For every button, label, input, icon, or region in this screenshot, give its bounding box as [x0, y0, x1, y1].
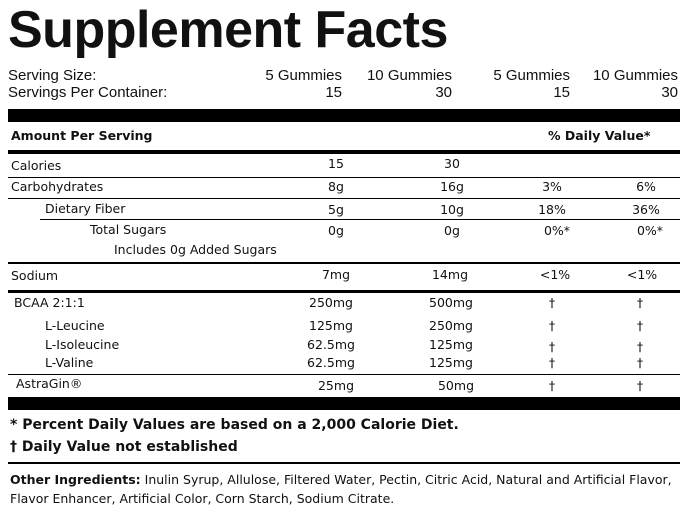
dagger-footnote-text: Daily Value not established [21, 439, 238, 455]
l-isoleucine-col2: 125mg [429, 337, 473, 352]
astragin-col4: † [636, 378, 644, 393]
l-valine-col3: † [548, 355, 556, 370]
row-name-calories: Calories [11, 158, 62, 173]
row-name-bcaa: BCAA 2:1:1 [14, 295, 85, 310]
dietary-fiber-col3: 18% [538, 202, 566, 217]
row-divider [8, 374, 680, 375]
row-name-l-isoleucine: L-Isoleucine [45, 337, 120, 352]
bcaa-col2: 500mg [429, 295, 473, 310]
total-sugars-col2: 0g [444, 223, 460, 238]
calories-col2: 30 [444, 156, 460, 171]
carbohydrates-col4: 6% [636, 179, 656, 194]
header-divider [8, 150, 680, 154]
total-sugars-col3: 0%* [543, 223, 571, 238]
amount-per-serving-header: Amount Per Serving [11, 128, 153, 143]
l-leucine-col1: 125mg [309, 318, 353, 333]
dagger-symbol: † [10, 439, 17, 455]
row-name-carbohydrates: Carbohydrates [11, 179, 104, 194]
l-leucine-col4: † [636, 318, 644, 333]
serving-size-label: Serving Size: [8, 67, 97, 84]
servings-per-container-label: Servings Per Container: [8, 84, 168, 101]
servings-col2: 30 [435, 84, 452, 101]
serving-size-col1: 5 Gummies [265, 67, 342, 84]
l-valine-col1: 62.5mg [307, 355, 355, 370]
dietary-fiber-col4: 36% [632, 202, 660, 217]
bcaa-col4: † [636, 295, 644, 310]
calories-col1: 15 [328, 156, 344, 171]
row-divider [8, 198, 680, 199]
row-name-astragin: AstraGin® [16, 376, 83, 391]
row-divider [8, 177, 680, 178]
bcaa-col1: 250mg [309, 295, 353, 310]
total-sugars-col1: 0g [328, 223, 344, 238]
l-leucine-col2: 250mg [429, 318, 473, 333]
top-thick-divider [8, 109, 680, 122]
other-ingredients-label: Other Ingredients: [10, 472, 141, 487]
sodium-col4: <1% [626, 267, 658, 282]
sugars-divider [8, 262, 680, 264]
row-name-l-leucine: L-Leucine [45, 318, 105, 333]
l-isoleucine-col1: 62.5mg [307, 337, 355, 352]
percent-daily-value-footnote: * Percent Daily Values are based on a 2,… [10, 417, 459, 433]
sodium-divider [8, 290, 680, 293]
astragin-col3: † [548, 378, 556, 393]
sodium-col1: 7mg [321, 267, 351, 282]
sodium-col3: <1% [539, 267, 571, 282]
l-valine-col2: 125mg [429, 355, 473, 370]
carbohydrates-col1: 8g [328, 179, 344, 194]
row-name-sodium: Sodium [11, 268, 59, 283]
total-sugars-col4: 0%* [636, 223, 664, 238]
l-isoleucine-col4: † [636, 339, 644, 354]
row-name-total-sugars: Total Sugars [90, 222, 167, 237]
serving-size-col3: 5 Gummies [493, 67, 570, 84]
serving-size-col4: 10 Gummies [592, 67, 678, 84]
carbohydrates-col3: 3% [542, 179, 562, 194]
astragin-col1: 25mg [317, 378, 355, 393]
sodium-col2: 14mg [431, 267, 469, 282]
servings-col4: 30 [661, 84, 678, 101]
dietary-fiber-col2: 10g [440, 202, 464, 217]
l-leucine-col3: † [548, 318, 556, 333]
row-name-added-sugars: Includes 0g Added Sugars [114, 242, 277, 257]
l-isoleucine-col3: † [548, 339, 556, 354]
row-name-dietary-fiber: Dietary Fiber [45, 201, 126, 216]
ingredients-divider [8, 462, 680, 464]
bottom-thick-divider [8, 397, 680, 410]
astragin-col2: 50mg [437, 378, 475, 393]
carbohydrates-col2: 16g [440, 179, 464, 194]
servings-col3: 15 [553, 84, 570, 101]
page-title: Supplement Facts [8, 1, 448, 59]
dietary-fiber-col1: 5g [328, 202, 344, 217]
dagger-footnote: † Daily Value not established [10, 439, 238, 455]
bcaa-col3: † [548, 295, 556, 310]
serving-size-col2: 10 Gummies [366, 67, 452, 84]
l-valine-col4: † [636, 355, 644, 370]
row-divider [40, 219, 680, 220]
other-ingredients: Other Ingredients: Inulin Syrup, Allulos… [10, 470, 690, 508]
daily-value-header: % Daily Value* [548, 128, 651, 143]
servings-col1: 15 [325, 84, 342, 101]
row-name-l-valine: L-Valine [45, 355, 94, 370]
other-ingredients-text: Inulin Syrup, Allulose, Filtered Water, … [10, 472, 672, 506]
